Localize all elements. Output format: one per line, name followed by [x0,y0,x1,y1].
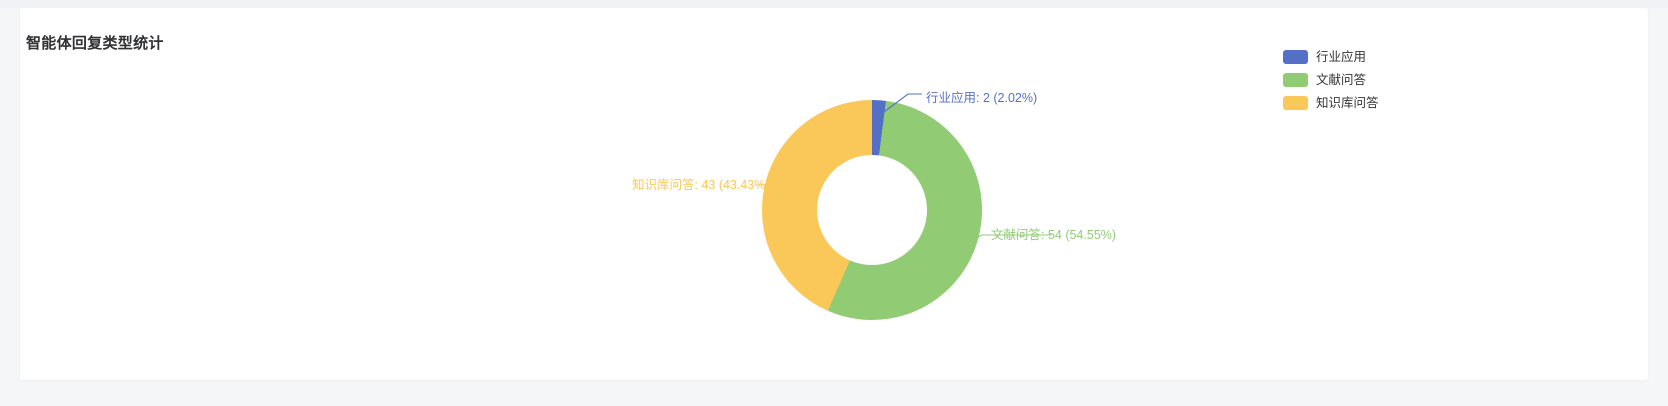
page-top-strip [0,0,1668,8]
donut-container [762,100,982,320]
page-title: 智能体回复类型统计 [26,35,164,52]
legend-label-industry-app: 行业应用 [1316,50,1367,64]
pie-chart: 行业应用 文献问答 知识库问答 [20,8,1648,380]
legend-swatch-blue [1283,50,1308,64]
legend-swatch-yellow [1283,96,1308,110]
legend-item-knowledge-base-qa[interactable]: 知识库问答 [1283,92,1463,114]
legend-label-knowledge-base-qa: 知识库问答 [1316,96,1379,110]
chart-card: 智能体回复类型统计 行业应用 文献问答 知识库问答 [20,8,1648,380]
donut-hole [817,155,927,265]
chart-legend: 行业应用 文献问答 知识库问答 [1283,46,1463,115]
legend-swatch-green [1283,73,1308,87]
legend-item-literature-qa[interactable]: 文献问答 [1283,69,1463,91]
legend-label-literature-qa: 文献问答 [1316,73,1367,87]
data-label-industry-app: 行业应用: 2 (2.02%) [926,91,1038,105]
legend-item-industry-app[interactable]: 行业应用 [1283,46,1463,68]
data-label-knowledge-base-qa: 知识库问答: 43 (43.43%) [632,178,770,192]
data-label-literature-qa: 文献问答: 54 (54.55%) [991,228,1117,242]
